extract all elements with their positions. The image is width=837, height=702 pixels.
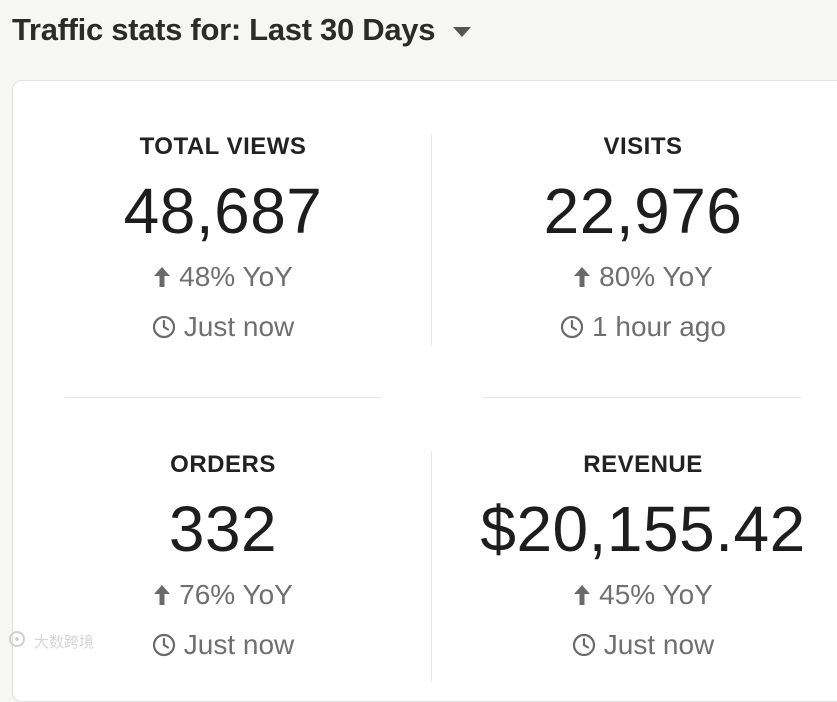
arrow-up-icon xyxy=(153,584,171,606)
stat-updated: Just now xyxy=(13,311,433,343)
watermark-text: 大数跨境 xyxy=(34,633,95,651)
vertical-divider xyxy=(431,135,432,345)
stat-updated: 1 hour ago xyxy=(433,311,837,343)
watermark: 大数跨境 xyxy=(8,630,94,652)
clock-icon xyxy=(152,315,176,339)
stat-updated-text: Just now xyxy=(183,311,295,342)
stat-revenue[interactable]: REVENUE $20,155.42 45% YoY Just now xyxy=(433,399,837,699)
horizontal-divider xyxy=(65,397,381,398)
watermark-logo-icon xyxy=(8,630,30,652)
stat-change-text: 45% YoY xyxy=(599,579,713,610)
stat-change: 80% YoY xyxy=(433,261,837,293)
stat-label: ORDERS xyxy=(170,451,276,478)
vertical-divider xyxy=(431,451,432,681)
arrow-up-icon xyxy=(573,266,591,288)
stat-change-text: 76% YoY xyxy=(179,579,293,610)
clock-icon xyxy=(560,315,584,339)
page-title: Traffic stats for: Last 30 Days xyxy=(12,12,436,47)
stat-value: $20,155.42 xyxy=(480,493,806,565)
timeframe-selector[interactable]: Traffic stats for: Last 30 Days xyxy=(12,8,472,52)
stat-value: 22,976 xyxy=(543,175,743,247)
stat-total-views[interactable]: TOTAL VIEWS 48,687 48% YoY Just now xyxy=(13,81,433,381)
stat-orders[interactable]: ORDERS 332 76% YoY Just now xyxy=(13,399,433,699)
clock-icon xyxy=(152,633,176,657)
chevron-down-icon[interactable] xyxy=(453,27,472,37)
stat-updated: Just now xyxy=(13,629,433,661)
stat-label: REVENUE xyxy=(583,451,703,478)
stat-change: 45% YoY xyxy=(433,579,837,611)
stat-change-text: 80% YoY xyxy=(599,261,713,292)
arrow-up-icon xyxy=(153,266,171,288)
stat-updated-text: Just now xyxy=(603,629,715,660)
stat-updated: Just now xyxy=(433,629,837,661)
stat-updated-text: 1 hour ago xyxy=(592,311,726,342)
clock-icon xyxy=(572,633,596,657)
horizontal-divider xyxy=(483,397,801,398)
stat-label: TOTAL VIEWS xyxy=(139,133,307,160)
arrow-up-icon xyxy=(573,584,591,606)
stat-visits[interactable]: VISITS 22,976 80% YoY 1 hour ago xyxy=(433,81,837,381)
stats-card: TOTAL VIEWS 48,687 48% YoY Just now VISI… xyxy=(12,80,837,702)
stat-value: 332 xyxy=(168,493,278,565)
stat-change: 76% YoY xyxy=(13,579,433,611)
stat-value: 48,687 xyxy=(123,175,323,247)
stat-label: VISITS xyxy=(603,133,683,160)
stat-change-text: 48% YoY xyxy=(179,261,293,292)
stat-updated-text: Just now xyxy=(183,629,295,660)
stat-change: 48% YoY xyxy=(13,261,433,293)
